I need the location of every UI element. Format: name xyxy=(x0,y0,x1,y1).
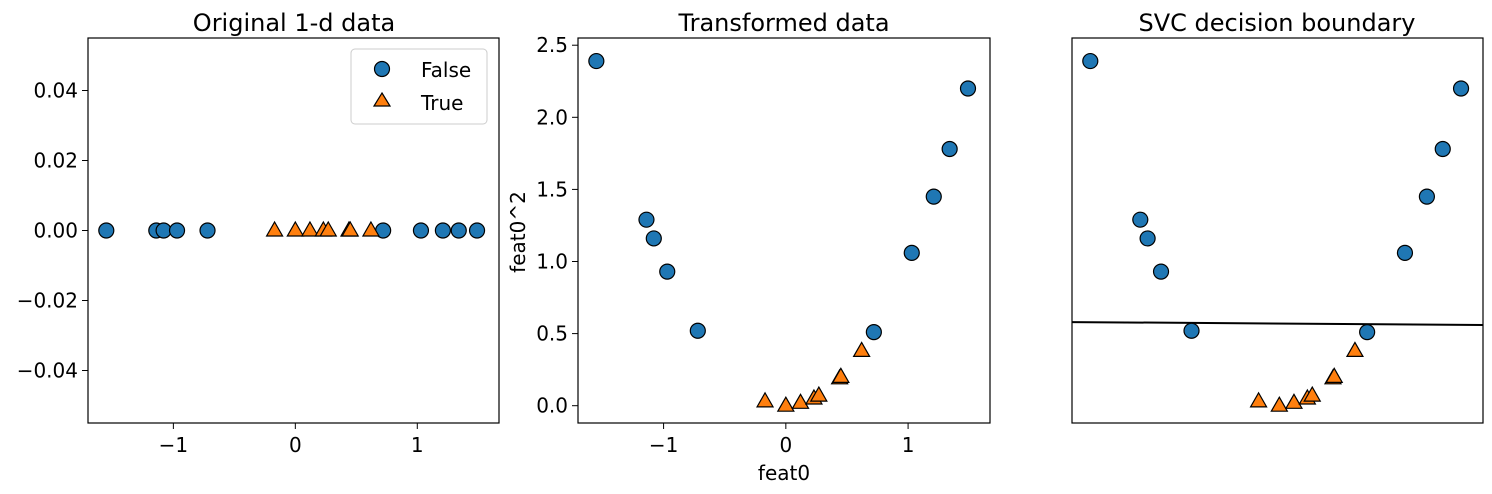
point-false xyxy=(468,222,486,239)
point-false xyxy=(412,222,430,239)
plot-area: −1 0 1 0.04 0.02 0.00 −0.02 −0.04 xyxy=(17,37,500,457)
point-true xyxy=(809,385,828,402)
y-tick-label: 2.5 xyxy=(536,33,568,57)
y-tick-label: 0.02 xyxy=(33,149,78,173)
x-tick-label: 1 xyxy=(411,433,424,457)
point-true xyxy=(361,220,380,237)
point-true xyxy=(1303,385,1322,402)
x-tick-label: −1 xyxy=(159,433,188,457)
y-tick-label: 2.0 xyxy=(536,105,568,129)
point-true xyxy=(852,341,871,358)
axes-frame xyxy=(577,37,991,424)
point-true xyxy=(1249,391,1268,408)
point-true xyxy=(756,391,775,408)
point-false xyxy=(1082,52,1099,70)
point-false xyxy=(1132,211,1149,228)
y-tick-label: 0.00 xyxy=(33,219,78,243)
point-false xyxy=(588,52,605,70)
point-false xyxy=(659,263,676,280)
point-true xyxy=(831,367,850,383)
point-true xyxy=(300,220,319,237)
y-tick-label: 0.0 xyxy=(536,394,568,418)
plot-area xyxy=(1071,37,1484,424)
point-false xyxy=(645,230,662,247)
panel-title: Transformed data xyxy=(677,9,889,37)
point-false xyxy=(689,322,706,339)
point-false xyxy=(865,324,882,341)
point-false xyxy=(98,222,115,239)
x-axis-label: feat0 xyxy=(758,461,810,485)
point-false xyxy=(1183,322,1200,339)
point-false xyxy=(959,80,977,97)
point-true xyxy=(286,220,305,237)
y-tick-label: 1.0 xyxy=(536,250,568,274)
legend: False True xyxy=(350,48,488,125)
decision-boundary-line xyxy=(1071,321,1484,326)
x-tick-label: 1 xyxy=(902,433,915,457)
x-tick-label: 0 xyxy=(779,433,792,457)
y-axis-label: feat0^2 xyxy=(506,191,530,273)
point-false xyxy=(925,188,942,205)
x-tick-label: 0 xyxy=(289,433,302,457)
y-tick-label: 1.5 xyxy=(536,177,568,201)
point-true xyxy=(341,220,360,237)
point-false xyxy=(941,140,958,158)
point-false xyxy=(1396,244,1414,261)
point-false xyxy=(434,222,451,239)
point-true xyxy=(791,393,810,409)
point-false xyxy=(1418,188,1435,205)
y-tick-label: 0.5 xyxy=(536,322,568,346)
legend-true-marker xyxy=(372,91,392,107)
point-true xyxy=(1325,367,1344,383)
point-true xyxy=(319,220,338,237)
point-false xyxy=(903,244,920,261)
panel-svc-boundary: SVC decision boundary xyxy=(1071,9,1484,424)
y-tick-label: −0.04 xyxy=(17,359,78,383)
axes-frame xyxy=(1071,37,1484,424)
plot-area: −1 0 1 0.0 0.5 1.0 1.5 2.0 2.5 xyxy=(536,33,991,457)
point-false xyxy=(1434,140,1451,158)
y-tick-label: 0.04 xyxy=(33,79,78,103)
point-false xyxy=(1152,263,1170,280)
panel-original-1d: Original 1-d data −1 0 10.040.020.00−0.02−… xyxy=(17,9,500,457)
point-false xyxy=(1359,324,1376,341)
panel-title: Original 1-d data xyxy=(193,9,395,37)
y-tick-label: −0.02 xyxy=(17,289,78,313)
legend-false-marker xyxy=(373,60,391,78)
point-false xyxy=(450,222,467,239)
panel-transformed: Transformed data −1 0 10.00.51.01.52.02.5 … xyxy=(506,9,991,485)
point-false xyxy=(155,222,172,239)
legend-label-false: False xyxy=(421,58,471,82)
point-false xyxy=(1139,230,1156,247)
legend-label-true: True xyxy=(420,91,463,115)
point-true xyxy=(1270,395,1289,412)
point-true xyxy=(776,395,795,412)
point-false xyxy=(168,222,186,239)
point-true xyxy=(1284,393,1303,409)
point-false xyxy=(638,211,655,228)
x-tick-label: −1 xyxy=(649,433,678,457)
point-true xyxy=(265,220,284,237)
point-false xyxy=(1452,80,1470,97)
point-true xyxy=(1345,341,1364,358)
panel-title: SVC decision boundary xyxy=(1139,9,1416,37)
point-false xyxy=(199,222,216,239)
